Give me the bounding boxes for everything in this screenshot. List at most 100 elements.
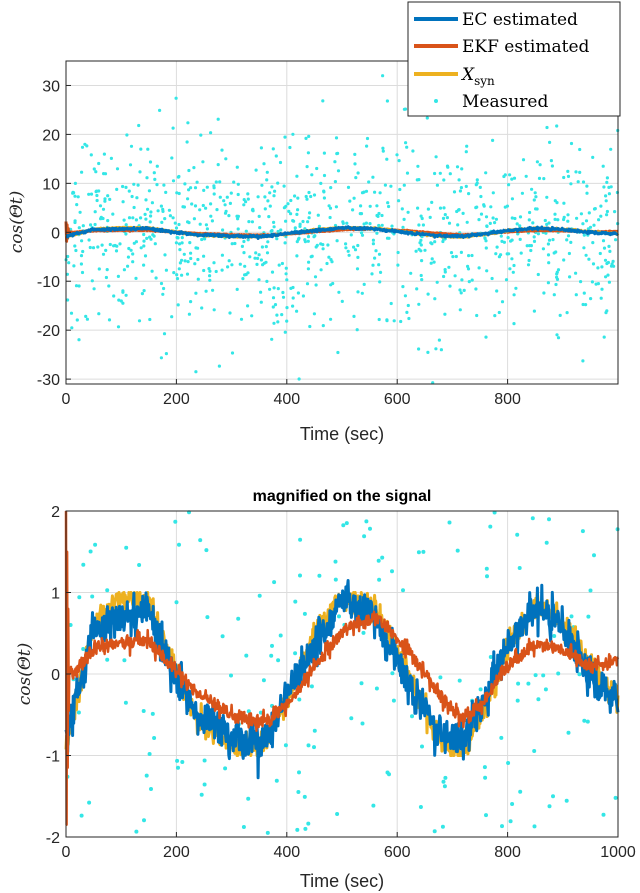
measured-dot — [199, 792, 204, 797]
measured-dot — [598, 251, 602, 256]
measured-dot — [440, 824, 445, 829]
measured-dot — [149, 787, 153, 791]
legend-label-syn-main: X — [460, 65, 475, 85]
measured-dot — [241, 277, 245, 281]
measured-dot — [458, 189, 462, 193]
measured-dot — [312, 745, 316, 750]
measured-dot — [432, 260, 436, 264]
measured-dot — [562, 258, 566, 262]
measured-dot — [359, 204, 363, 208]
measured-dot — [488, 524, 493, 529]
measured-dot — [405, 310, 409, 314]
measured-dot — [545, 195, 549, 199]
measured-dot — [462, 288, 466, 292]
measured-dot — [368, 526, 372, 531]
measured-dot — [569, 141, 574, 146]
measured-dot — [121, 200, 125, 204]
measured-dot — [124, 232, 128, 236]
measured-dot — [201, 160, 205, 164]
measured-dot — [402, 183, 406, 187]
measured-dot — [585, 191, 589, 195]
measured-dot — [124, 223, 128, 227]
measured-dot — [216, 117, 220, 121]
measured-dot — [270, 185, 274, 189]
measured-dot — [419, 238, 423, 242]
measured-dot — [188, 241, 192, 245]
measured-dot — [220, 268, 224, 272]
bottom-xtick-label: 0 — [62, 844, 71, 861]
measured-dot — [164, 268, 168, 272]
measured-dot — [579, 280, 583, 284]
measured-dot — [246, 709, 251, 714]
measured-dot — [101, 216, 105, 221]
legend-label-ec: EC estimated — [462, 10, 578, 30]
measured-dot — [178, 248, 182, 252]
measured-dot — [601, 239, 606, 243]
measured-dot — [297, 770, 301, 775]
measured-dot — [582, 246, 586, 250]
measured-dot — [76, 710, 81, 715]
measured-dot — [605, 309, 609, 313]
measured-dot — [328, 215, 332, 220]
measured-dot — [196, 257, 200, 262]
measured-dot — [574, 271, 578, 275]
measured-dot — [109, 156, 113, 160]
measured-dot — [483, 775, 488, 780]
measured-dot — [270, 643, 274, 648]
measured-dot — [201, 203, 205, 208]
measured-dot — [95, 193, 99, 198]
measured-dot — [129, 248, 133, 252]
measured-dot — [93, 542, 98, 547]
measured-dot — [126, 255, 130, 259]
measured-dot — [112, 294, 116, 298]
measured-dot — [555, 333, 559, 337]
measured-dot — [435, 183, 439, 187]
measured-dot — [285, 306, 289, 310]
measured-dot — [520, 191, 525, 195]
measured-dot — [556, 671, 561, 676]
measured-dot — [397, 159, 401, 163]
measured-dot — [484, 246, 488, 250]
measured-dot — [152, 736, 157, 740]
measured-dot — [261, 263, 265, 267]
measured-dot — [302, 611, 307, 616]
measured-dot — [204, 289, 208, 293]
measured-dot — [163, 217, 167, 221]
measured-dot — [171, 179, 176, 183]
measured-dot — [515, 698, 520, 703]
measured-dot — [426, 207, 430, 211]
measured-dot — [259, 258, 263, 262]
measured-dot — [536, 697, 541, 702]
measured-dot — [546, 242, 551, 246]
measured-dot — [259, 290, 263, 294]
measured-dot — [454, 254, 458, 259]
measured-dot — [442, 274, 446, 279]
measured-dot — [368, 222, 372, 226]
measured-dot — [153, 242, 157, 246]
bottom-xtick-label: 1000 — [600, 844, 636, 861]
measured-dot — [609, 147, 613, 151]
measured-dot — [155, 164, 159, 168]
measured-dot — [174, 96, 178, 100]
measured-dot — [268, 191, 272, 195]
measured-dot — [193, 186, 198, 190]
measured-dot — [386, 201, 390, 205]
measured-dot — [297, 697, 302, 702]
measured-dot — [543, 218, 547, 223]
measured-dot — [284, 272, 288, 276]
measured-dot — [447, 221, 452, 225]
measured-dot — [590, 280, 595, 284]
measured-dot — [553, 199, 557, 203]
bottom-ec-line — [64, 579, 620, 780]
measured-dot — [401, 285, 405, 289]
measured-dot — [340, 299, 344, 303]
measured-dot — [528, 210, 532, 215]
measured-dot — [484, 239, 488, 243]
bottom-xlabel: Time (sec) — [300, 871, 384, 891]
measured-dot — [371, 803, 376, 808]
measured-dot — [377, 223, 381, 228]
measured-dot — [194, 246, 198, 250]
measured-dot — [115, 167, 120, 171]
measured-dot — [268, 287, 272, 291]
measured-dot — [510, 238, 514, 242]
